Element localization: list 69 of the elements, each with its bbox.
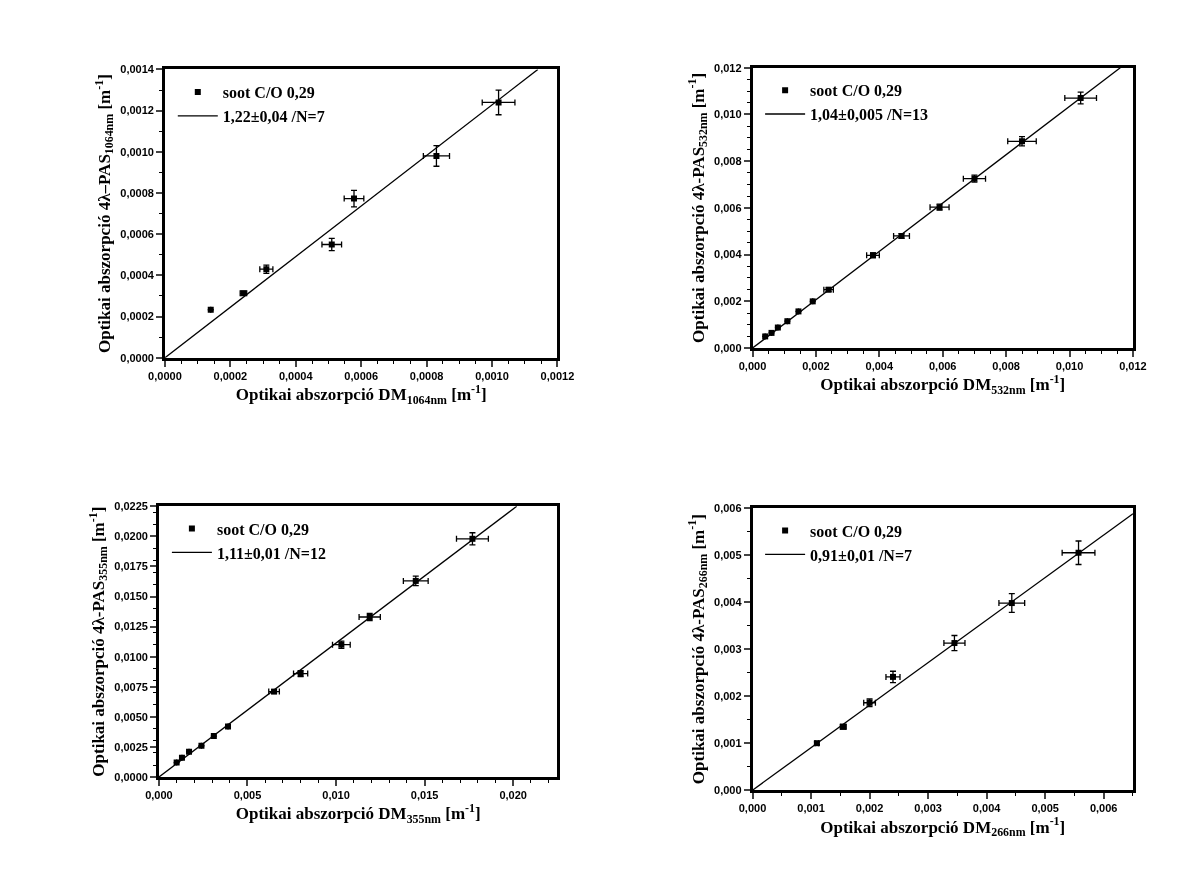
x-tick-label: 0,000 — [738, 802, 767, 815]
legend-label: soot C/O 0,29 — [216, 520, 309, 538]
legend-label: 1,11±0,01 /N=12 — [216, 544, 326, 562]
legend-label: 0,91±0,01 /N=7 — [810, 546, 913, 564]
y-tick-label: 0,002 — [714, 295, 742, 308]
x-tick-label: 0,010 — [1055, 360, 1084, 373]
x-tick-label: 0,005 — [1031, 802, 1059, 815]
x-tick-label: 0,0012 — [540, 369, 575, 382]
y-tick-label: 0,0125 — [114, 620, 148, 633]
y-tick-label: 0,0150 — [114, 590, 148, 603]
y-tick-label: 0,001 — [714, 737, 742, 750]
x-tick-label: 0,002 — [802, 360, 830, 373]
x-axis-title: Optikai abszorpció DM$_{266nm}$ [m$^{-1}$] — [820, 814, 1066, 840]
y-tick-label: 0,006 — [714, 501, 742, 514]
y-tick-label: 0,0002 — [120, 310, 154, 323]
x-axis-title: Optikai abszorpció DM$_{355nm}$ [m$^{-1}$] — [235, 801, 481, 826]
x-tick-label: 0,005 — [233, 788, 262, 801]
x-axis-title: Optikai abszorpció DM$_{1064nm}$ [m$^{-1}$] — [235, 381, 487, 407]
x-tick-label: 0,012 — [1119, 360, 1147, 373]
y-tick-label: 0,010 — [714, 108, 742, 121]
x-tick-label: 0,0002 — [213, 369, 248, 382]
legend-label: 1,04±0,005 /N=13 — [810, 106, 929, 124]
x-tick-label: 0,015 — [410, 788, 439, 801]
y-tick-label: 0,006 — [714, 201, 742, 214]
y-tick-label: 0,0010 — [120, 145, 154, 158]
x-tick-label: 0,004 — [972, 802, 1002, 815]
y-tick-label: 0,0012 — [120, 104, 154, 117]
x-tick-label: 0,000 — [145, 788, 173, 801]
x-tick-label: 0,004 — [865, 360, 894, 373]
legend-label: soot C/O 0,29 — [222, 84, 315, 102]
legend-label: 1,22±0,04 /N=7 — [222, 108, 325, 126]
y-tick-label: 0,0008 — [120, 186, 154, 199]
y-tick-label: 0,000 — [714, 341, 742, 354]
x-tick-label: 0,000 — [738, 360, 767, 373]
y-tick-label: 0,0200 — [114, 530, 148, 543]
x-tick-label: 0,008 — [992, 360, 1020, 373]
x-tick-label: 0,0010 — [475, 369, 509, 382]
y-tick-label: 0,0100 — [114, 650, 148, 663]
x-tick-label: 0,003 — [914, 802, 942, 815]
x-tick-label: 0,001 — [797, 802, 825, 815]
y-tick-label: 0,0014 — [120, 63, 155, 76]
y-tick-label: 0,002 — [714, 690, 742, 703]
y-tick-label: 0,012 — [714, 61, 742, 74]
x-tick-label: 0,0008 — [409, 369, 444, 382]
y-tick-label: 0,0006 — [120, 228, 154, 241]
x-tick-label: 0,006 — [928, 360, 957, 373]
x-tick-label: 0,020 — [499, 788, 527, 801]
y-tick-label: 0,0025 — [114, 740, 148, 753]
y-tick-label: 0,004 — [714, 595, 743, 608]
x-tick-label: 0,0004 — [278, 369, 314, 382]
x-axis-title: Optikai abszorpció DM$_{532nm}$ [m$^{-1}$] — [820, 372, 1066, 397]
x-tick-label: 0,010 — [322, 788, 350, 801]
y-tick-label: 0,004 — [714, 248, 743, 261]
legend-label: soot C/O 0,29 — [810, 82, 903, 100]
x-tick-label: 0,0000 — [148, 369, 182, 382]
y-tick-label: 0,008 — [714, 155, 742, 167]
y-tick-label: 0,0225 — [114, 500, 148, 513]
x-tick-label: 0,002 — [855, 802, 884, 815]
y-tick-label: 0,0000 — [120, 351, 154, 364]
y-tick-label: 0,0075 — [114, 680, 148, 693]
x-tick-label: 0,006 — [1089, 802, 1118, 815]
y-tick-label: 0,003 — [714, 642, 742, 655]
y-tick-label: 0,005 — [714, 548, 742, 561]
y-tick-label: 0,0004 — [120, 269, 155, 282]
y-tick-label: 0,0175 — [114, 560, 148, 573]
legend-label: soot C/O 0,29 — [810, 522, 903, 540]
x-tick-label: 0,0006 — [344, 369, 379, 382]
y-tick-label: 0,0000 — [114, 770, 148, 783]
y-tick-label: 0,0050 — [114, 710, 148, 723]
